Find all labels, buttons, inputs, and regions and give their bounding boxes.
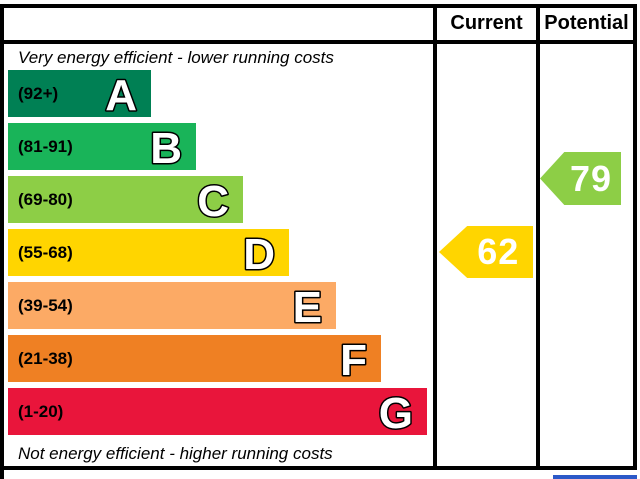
band-range-label: (55-68) xyxy=(18,242,73,262)
band-row-d: (55-68) D xyxy=(8,229,433,276)
band-letter-glyph: D xyxy=(242,230,277,276)
epc-table: Current Potential Very energy efficient … xyxy=(0,4,637,470)
svg-text:A: A xyxy=(105,71,137,117)
band-range-label: (69-80) xyxy=(18,189,73,209)
svg-text:C: C xyxy=(197,177,229,223)
svg-text:F: F xyxy=(340,336,367,382)
current-arrow: 62 xyxy=(439,226,533,278)
top-caption: Very energy efficient - lower running co… xyxy=(18,48,334,67)
band-letter-glyph: C xyxy=(196,177,231,223)
svg-text:E: E xyxy=(293,283,322,329)
band-range-label: (1-20) xyxy=(18,401,64,421)
current-value-cell: 62 xyxy=(433,40,536,466)
band-range-label: (81-91) xyxy=(18,136,73,156)
band-letter-glyph: E xyxy=(291,283,323,329)
svg-text:G: G xyxy=(379,389,413,435)
band-row-f: (21-38) F xyxy=(8,335,433,382)
band-range-label: (92+) xyxy=(18,83,59,103)
band-bar-d: (55-68) D xyxy=(8,229,289,276)
band-bar-a: (92+) A xyxy=(8,70,151,117)
potential-column-header: Potential xyxy=(536,8,633,40)
potential-value-cell: 79 xyxy=(536,40,633,466)
band-letter-glyph: G xyxy=(377,389,414,435)
band-row-a: (92+) A xyxy=(8,70,433,117)
band-bar-b: (81-91) B xyxy=(8,123,196,170)
band-bar-c: (69-80) C xyxy=(8,176,243,223)
band-row-b: (81-91) B xyxy=(8,123,433,170)
band-chart-cell: Very energy efficient - lower running co… xyxy=(4,40,433,466)
band-range-label: (21-38) xyxy=(18,348,73,368)
band-letter-glyph: F xyxy=(339,336,369,382)
potential-arrow: 79 xyxy=(540,152,621,205)
potential-value: 79 xyxy=(570,157,613,199)
band-bar-f: (21-38) F xyxy=(8,335,381,382)
outer-table-left-border xyxy=(0,470,4,479)
svg-text:B: B xyxy=(150,124,182,170)
band-letter-glyph: B xyxy=(149,124,184,170)
band-bar-e: (39-54) E xyxy=(8,282,336,329)
band-row-e: (39-54) E xyxy=(8,282,433,329)
current-value: 62 xyxy=(477,231,520,272)
band-range-label: (39-54) xyxy=(18,295,73,315)
current-column-header: Current xyxy=(433,8,536,40)
band-letter-glyph: A xyxy=(104,71,139,117)
svg-text:D: D xyxy=(243,230,275,276)
band-bar-g: (1-20) G xyxy=(8,388,427,435)
band-row-g: (1-20) G xyxy=(8,388,433,435)
eu-flag-top-edge xyxy=(553,475,637,479)
band-row-c: (69-80) C xyxy=(8,176,433,223)
header-spacer-cell xyxy=(4,8,433,40)
bottom-caption: Not energy efficient - higher running co… xyxy=(18,444,333,463)
